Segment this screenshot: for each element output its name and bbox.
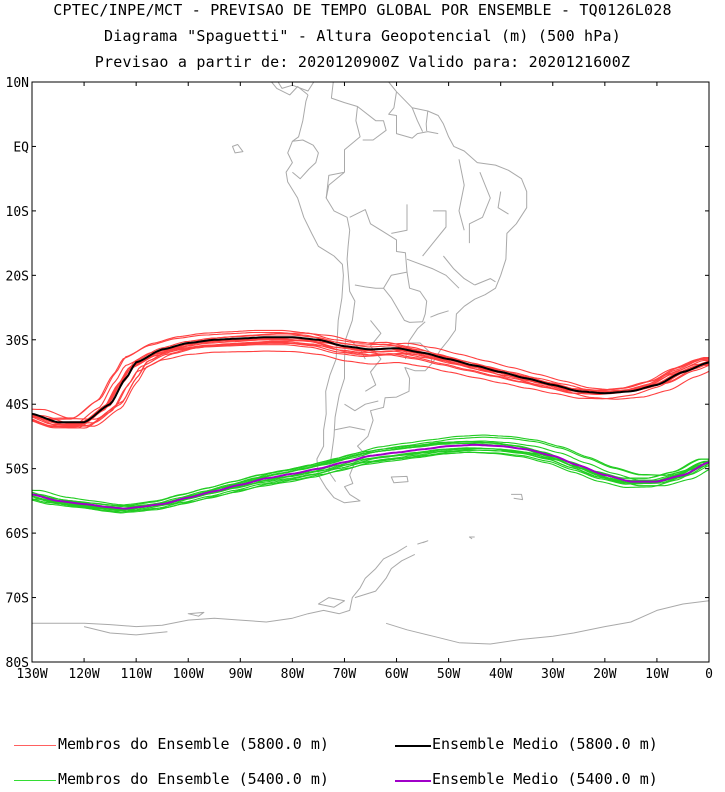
mean-5400-line — [32, 443, 709, 510]
lat-label: 70S — [6, 592, 29, 607]
lat-label: 40S — [6, 398, 29, 413]
south-shetland — [417, 540, 429, 545]
contour-curves — [32, 329, 709, 514]
member-5800-line — [32, 350, 709, 429]
lat-label: 60S — [6, 527, 29, 542]
border-line — [458, 159, 465, 231]
legend-label-mean-5800: Ensemble Medio (5800.0 m) — [432, 735, 658, 753]
member-5800-line — [32, 338, 709, 420]
border-line — [411, 107, 424, 132]
plot-frame — [31, 81, 710, 663]
legend-swatch-mean-5400 — [395, 780, 431, 782]
member-5800-line — [32, 332, 709, 424]
border-line — [333, 426, 366, 431]
thurston-island — [187, 611, 205, 617]
lon-label: 20W — [593, 667, 617, 682]
title-line-1: CPTEC/INPE/MCT - PREVISAO DE TEMPO GLOBA… — [53, 1, 672, 19]
member-5400-line — [32, 451, 709, 514]
falkland-islands — [390, 475, 409, 484]
lat-label: 20S — [6, 269, 29, 284]
lon-label: 50W — [437, 667, 461, 682]
title-line-3: Previsao a partir de: 2020120900Z Valido… — [94, 53, 631, 71]
lat-label: 10N — [6, 76, 29, 91]
lon-label: 120W — [68, 667, 99, 682]
lon-label: 10W — [645, 667, 669, 682]
title-line-2: Diagrama "Spaguetti" - Altura Geopotenci… — [104, 27, 621, 45]
weddell-coast — [385, 600, 709, 645]
south-orkney — [468, 536, 475, 540]
border-line — [365, 320, 382, 392]
lon-label: 70W — [333, 667, 357, 682]
member-5800-line — [32, 344, 709, 428]
lon-label: 100W — [173, 667, 204, 682]
border-line — [292, 139, 319, 180]
border-line — [330, 82, 361, 173]
legend-label-members-5400: Membros do Ensemble (5400.0 m) — [58, 770, 329, 788]
legend-swatch-members-5400 — [14, 780, 56, 781]
legend-swatch-members-5800 — [14, 745, 56, 746]
lon-label: 60W — [385, 667, 409, 682]
border-line — [357, 106, 387, 141]
border-line — [406, 258, 460, 289]
lat-label: EQ — [13, 140, 29, 155]
lon-label: 30W — [541, 667, 565, 682]
galapagos-islands — [232, 144, 244, 154]
legend-label-mean-5400: Ensemble Medio (5400.0 m) — [432, 770, 658, 788]
border-line — [325, 171, 356, 482]
lon-label: 80W — [281, 667, 305, 682]
border-line — [497, 191, 509, 215]
border-line — [344, 400, 379, 412]
lon-label: 130W — [16, 667, 47, 682]
lon-label: 0 — [705, 667, 713, 682]
lat-label: 50S — [6, 463, 29, 478]
coastline-layer — [32, 82, 709, 645]
antarctic-coast — [32, 545, 408, 628]
central-america-coast — [270, 82, 309, 96]
member-5800-line — [32, 334, 709, 423]
border-line — [468, 172, 491, 244]
border-line — [349, 209, 408, 289]
border-line — [383, 272, 428, 323]
border-line — [325, 171, 345, 199]
border-line — [422, 210, 447, 257]
lon-label: 90W — [229, 667, 253, 682]
member-5400-line — [32, 434, 709, 510]
lat-label: 80S — [6, 656, 29, 671]
lat-label: 30S — [6, 334, 29, 349]
south-georgia — [511, 493, 524, 501]
border-line — [443, 255, 475, 286]
border-line — [430, 310, 449, 318]
lat-label: 10S — [6, 205, 29, 220]
axis-ticks — [31, 81, 710, 663]
legend-swatch-mean-5800 — [395, 745, 431, 747]
antarctic-peninsula-east — [354, 553, 416, 599]
longitude-labels: 130W 120W 110W 100W 90W 80W 70W 60W 50W 40W 30W 20W… — [16, 667, 713, 682]
member-5400-line — [32, 436, 709, 511]
border-line — [425, 110, 429, 132]
lon-label: 40W — [489, 667, 513, 682]
member-5400-line — [32, 442, 709, 507]
lon-label: 110W — [120, 667, 151, 682]
border-line — [474, 278, 496, 286]
south-america-coast — [277, 82, 528, 504]
ice-shelf-edge — [83, 626, 168, 636]
legend-label-members-5800: Membros do Ensemble (5800.0 m) — [58, 735, 329, 753]
border-line — [391, 204, 408, 234]
mean-5800-line — [32, 336, 709, 424]
border-line — [388, 91, 439, 139]
latitude-labels: 10N EQ 10S 20S 30S 40S 50S 60S 70S 80S — [6, 76, 30, 671]
alexander-island — [317, 597, 345, 608]
